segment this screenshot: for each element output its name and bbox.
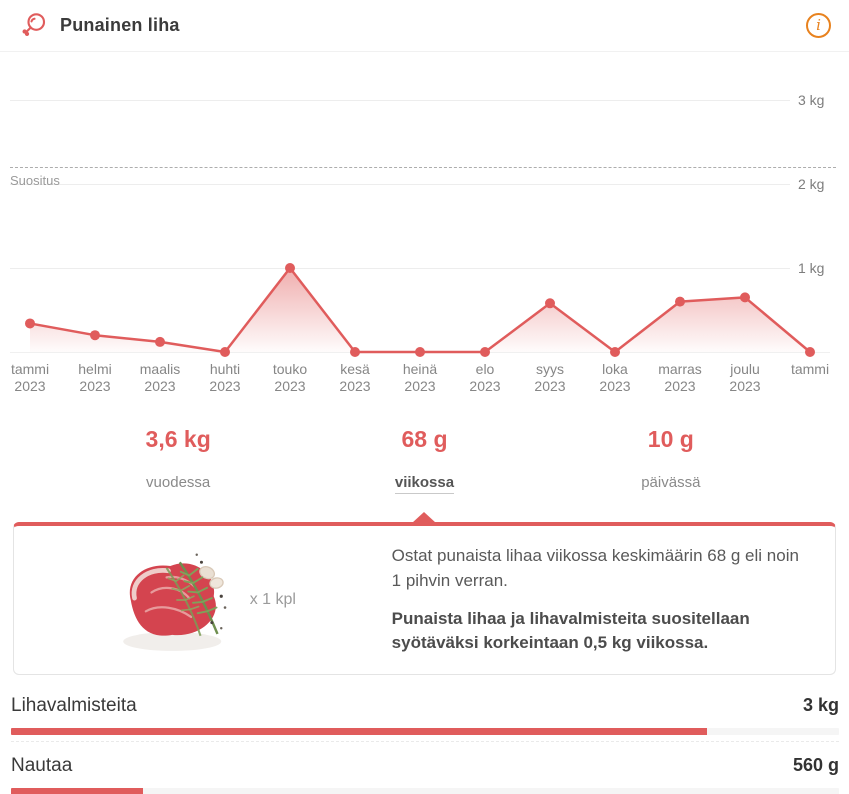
meat-drumstick-icon — [22, 12, 46, 36]
consumption-line-chart: 1 kg 2 kg 3 kg Suositus tammi 2023 helmi 2023 ma… — [0, 52, 849, 395]
data-point[interactable] — [545, 298, 555, 309]
gridline — [10, 268, 790, 269]
recommendation-dashed-line — [10, 167, 836, 169]
stat-label: viikossa — [394, 474, 455, 494]
steak-photo — [122, 553, 227, 651]
y-axis-tick-label: 1 kg — [798, 260, 825, 276]
data-point[interactable] — [805, 347, 815, 357]
card-text-block: Ostat punaista lihaa viikossa keskimääri… — [392, 544, 835, 656]
x-axis-month-label: tammi — [790, 361, 830, 377]
stat-per-day[interactable]: 10 g päivässä — [548, 427, 794, 494]
category-label: Nautaa — [11, 755, 73, 776]
recommendation-label: Suositus — [10, 173, 60, 189]
stat-value: 3,6 kg — [145, 426, 211, 452]
stat-label: vuodessa — [146, 474, 211, 491]
x-axis-month-label: maalis 2023 — [139, 361, 181, 394]
y-axis-tick-label: 2 kg — [798, 176, 825, 192]
progress-fill — [11, 788, 144, 794]
x-axis-month-label: marras 2023 — [658, 361, 702, 394]
gridline — [10, 100, 790, 101]
panel-header: Punainen liha i — [0, 0, 849, 52]
x-axis-month-label: tammi 2023 — [10, 361, 50, 394]
recommendation-text: Punaista lihaa ja lihavalmisteita suosit… — [391, 608, 750, 653]
x-axis-month-label: helmi 2023 — [78, 361, 112, 394]
category-value: 3 kg — [802, 695, 839, 715]
stat-per-week[interactable]: 68 g viikossa — [301, 427, 547, 494]
x-axis-month-label: heinä 2023 — [402, 361, 438, 394]
line-series — [25, 263, 815, 357]
data-point[interactable] — [90, 330, 100, 341]
stat-per-year[interactable]: 3,6 kg vuodessa — [55, 427, 301, 494]
progress-track — [11, 728, 839, 735]
portion-count-label: x 1 kpl — [249, 591, 296, 608]
x-axis-month-label: huhti 2023 — [209, 361, 241, 394]
category-label: Lihavalmisteita — [11, 695, 137, 716]
purchase-summary-text: Ostat punaista lihaa viikossa keskimääri… — [391, 546, 799, 590]
card-pointer-triangle — [412, 512, 436, 523]
x-axis-month-label: touko 2023 — [272, 361, 308, 394]
x-axis-month-label: syys 2023 — [534, 361, 566, 394]
data-point[interactable] — [675, 296, 685, 307]
breakdown-row-lihavalmisteita[interactable]: Lihavalmisteita 3 kg — [11, 695, 839, 742]
weekly-detail-card: x 1 kpl Ostat punaista lihaa viikossa ke… — [13, 512, 836, 675]
x-axis-month-label: joulu 2023 — [729, 361, 761, 394]
data-point[interactable] — [415, 347, 425, 357]
row-divider — [11, 741, 839, 742]
summary-stats: 3,6 kg vuodessa 68 g viikossa 10 g päivä… — [0, 427, 849, 494]
data-point[interactable] — [155, 336, 165, 347]
stat-value: 68 g — [401, 426, 448, 452]
data-point[interactable] — [350, 347, 360, 357]
data-point[interactable] — [740, 292, 750, 303]
y-axis-tick-label: 3 kg — [798, 92, 825, 108]
x-axis-month-label: elo 2023 — [469, 361, 501, 394]
x-axis-month-label: kesä 2023 — [339, 361, 371, 394]
progress-track — [11, 788, 839, 794]
info-icon[interactable]: i — [806, 13, 831, 38]
data-point[interactable] — [285, 263, 295, 273]
category-value: 560 g — [792, 755, 839, 775]
page-title: Punainen liha — [60, 15, 180, 35]
category-breakdown: Lihavalmisteita 3 kg Nautaa 560 g — [0, 695, 849, 794]
x-axis-month-label: loka 2023 — [599, 361, 631, 394]
data-point[interactable] — [480, 347, 490, 357]
stat-value: 10 g — [647, 426, 694, 452]
breakdown-row-nautaa[interactable]: Nautaa 560 g — [11, 755, 839, 794]
progress-fill — [11, 728, 707, 735]
data-point[interactable] — [220, 347, 230, 357]
data-point[interactable] — [25, 318, 35, 329]
data-point[interactable] — [610, 347, 620, 357]
card-image-block: x 1 kpl — [14, 541, 392, 659]
gridline — [10, 184, 790, 185]
stat-label: päivässä — [641, 474, 701, 491]
